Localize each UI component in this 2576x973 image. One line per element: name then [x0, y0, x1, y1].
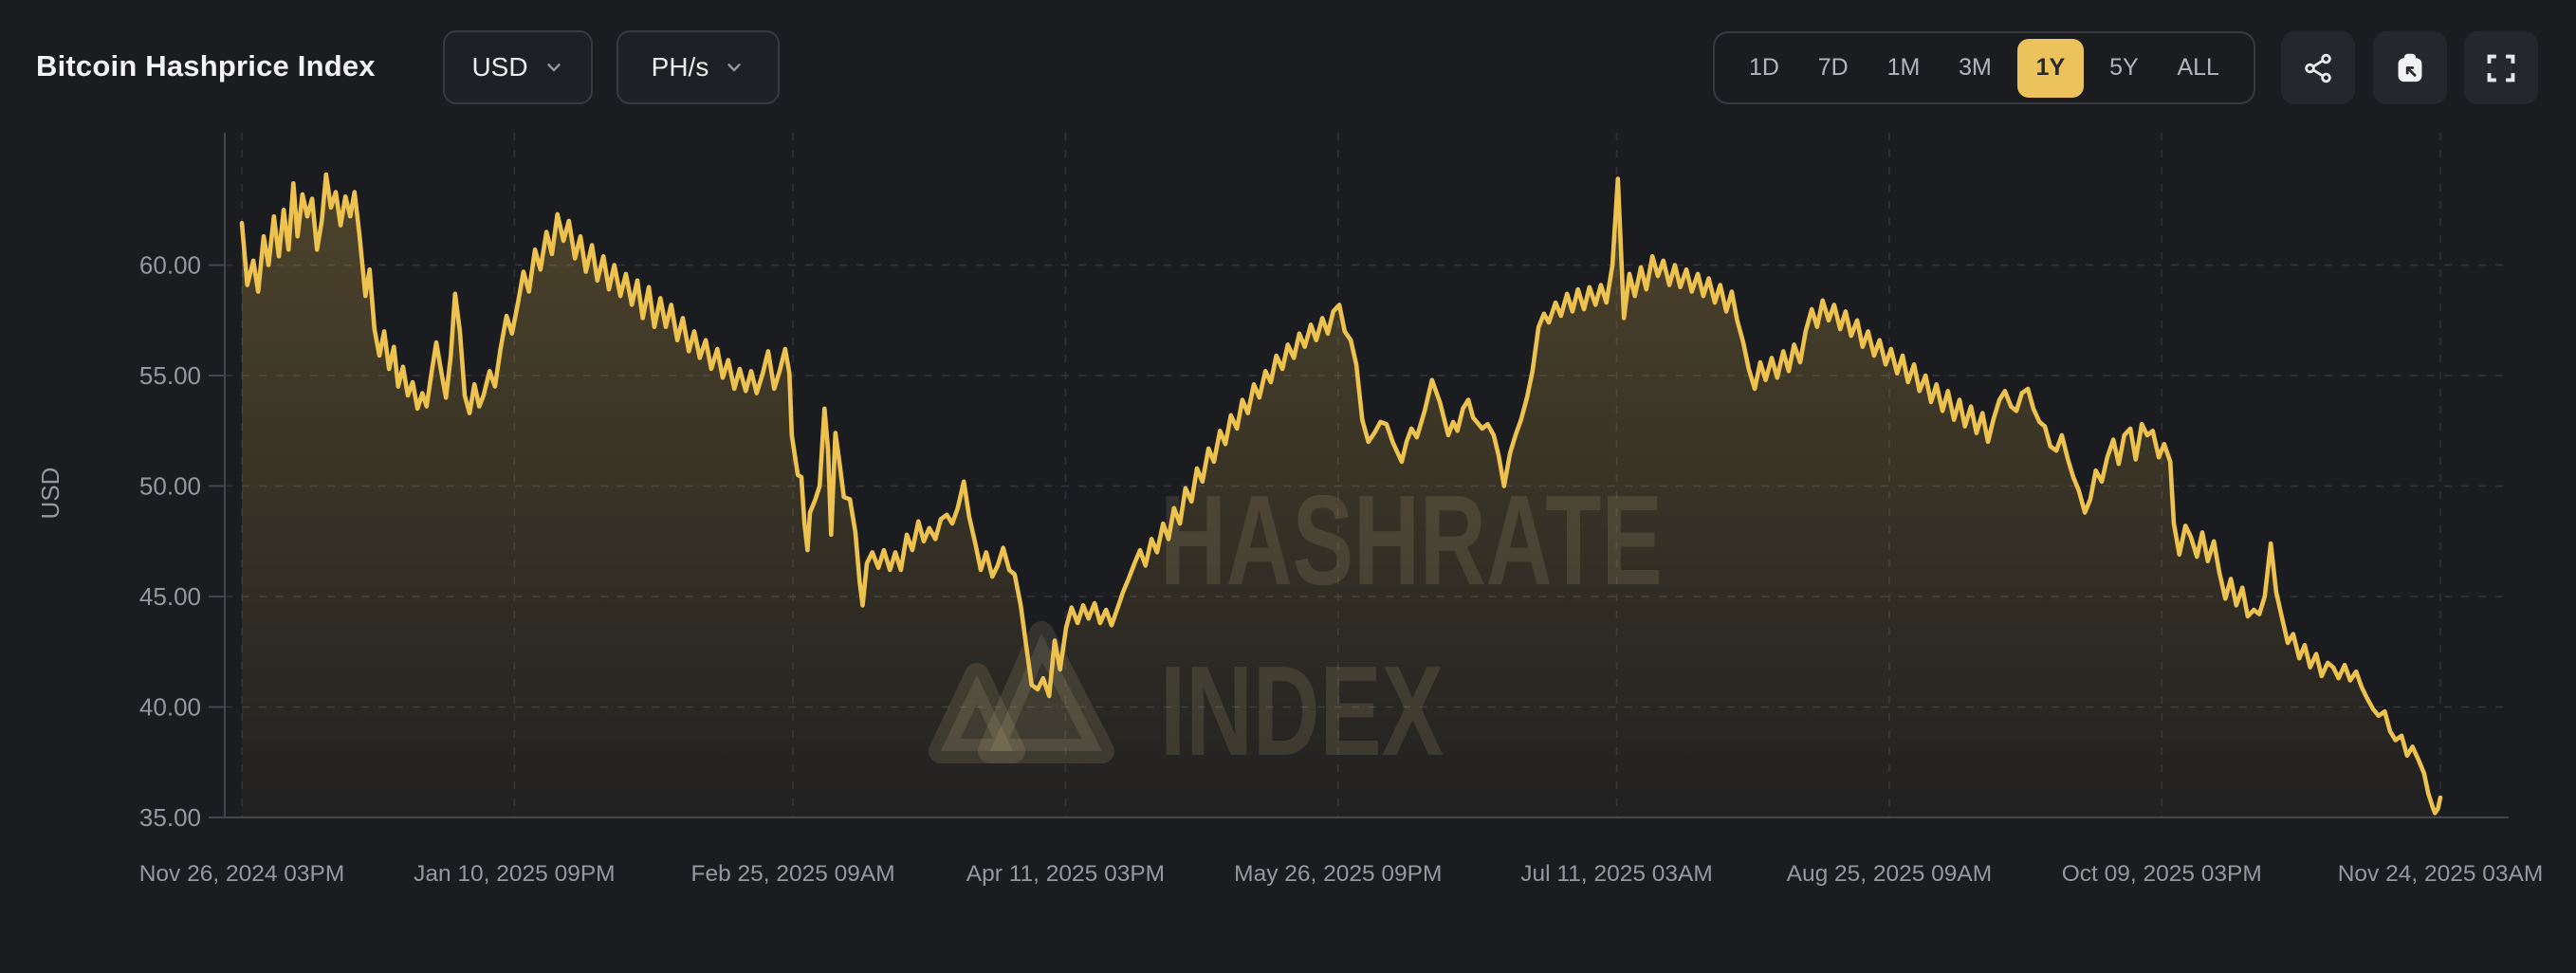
- y-tick-label: 60.00: [139, 251, 201, 280]
- x-tick-label: Nov 24, 2025 03AM: [2338, 861, 2544, 887]
- x-tick-label: Jul 11, 2025 03AM: [1520, 861, 1712, 887]
- x-tick-label: May 26, 2025 09PM: [1234, 861, 1442, 887]
- y-axis-title: USD: [36, 468, 64, 520]
- range-button-all[interactable]: ALL: [2163, 39, 2232, 98]
- chevron-down-icon: [546, 64, 561, 72]
- hashprice-line: [239, 172, 2443, 816]
- unit-dropdown[interactable]: PH/s: [616, 30, 780, 104]
- currency-dropdown-value: USD: [471, 52, 528, 82]
- share-icon: [2305, 53, 2331, 83]
- watermark-line1: HASHRATE: [1160, 468, 1663, 612]
- y-tick-label: 45.00: [139, 582, 201, 611]
- y-tick-label: 50.00: [139, 472, 201, 501]
- range-button-1d[interactable]: 1D: [1736, 39, 1793, 98]
- watermark-line2: INDEX: [1160, 639, 1444, 782]
- share-button[interactable]: [2281, 31, 2355, 104]
- currency-dropdown[interactable]: USD: [443, 30, 593, 104]
- y-tick-label: 35.00: [139, 803, 201, 832]
- range-button-1y[interactable]: 1Y: [2016, 38, 2085, 98]
- y-tick-label: 40.00: [139, 693, 201, 722]
- snapshot-button[interactable]: [2373, 31, 2447, 104]
- fullscreen-button[interactable]: [2464, 31, 2538, 104]
- hashrate-index-watermark: HASHRATE INDEX: [929, 468, 1663, 782]
- area-fill: [242, 174, 2440, 817]
- range-button-7d[interactable]: 7D: [1805, 39, 1862, 98]
- range-button-3m[interactable]: 3M: [1945, 39, 2005, 98]
- x-tick-label: Feb 25, 2025 09AM: [690, 861, 894, 887]
- x-tick-label: Oct 09, 2025 03PM: [2062, 861, 2262, 887]
- x-tick-label: Nov 26, 2024 03PM: [139, 861, 345, 887]
- y-tick-label: 55.00: [139, 361, 201, 390]
- unit-dropdown-value: PH/s: [651, 52, 709, 82]
- range-button-5y[interactable]: 5Y: [2096, 39, 2152, 98]
- range-button-1m[interactable]: 1M: [1874, 39, 1934, 98]
- watermark-logo-icon: [929, 663, 1025, 763]
- chevron-down-icon: [727, 64, 742, 72]
- fullscreen-icon: [2487, 54, 2515, 82]
- x-tick-label: Apr 11, 2025 03PM: [966, 861, 1165, 887]
- snapshot-icon: [2398, 53, 2422, 82]
- axis-labels: 60.00 55.00 50.00 45.00 40.00 35.00 Nov 26, 20…: [36, 251, 2543, 888]
- x-tick-label: Jan 10, 2025 09PM: [414, 861, 616, 887]
- x-tick-label: Aug 25, 2025 09AM: [1787, 861, 1993, 887]
- page-title: Bitcoin Hashprice Index: [36, 49, 376, 83]
- time-range-group: 1D 7D 1M 3M 1Y 5Y ALL: [1713, 31, 2255, 104]
